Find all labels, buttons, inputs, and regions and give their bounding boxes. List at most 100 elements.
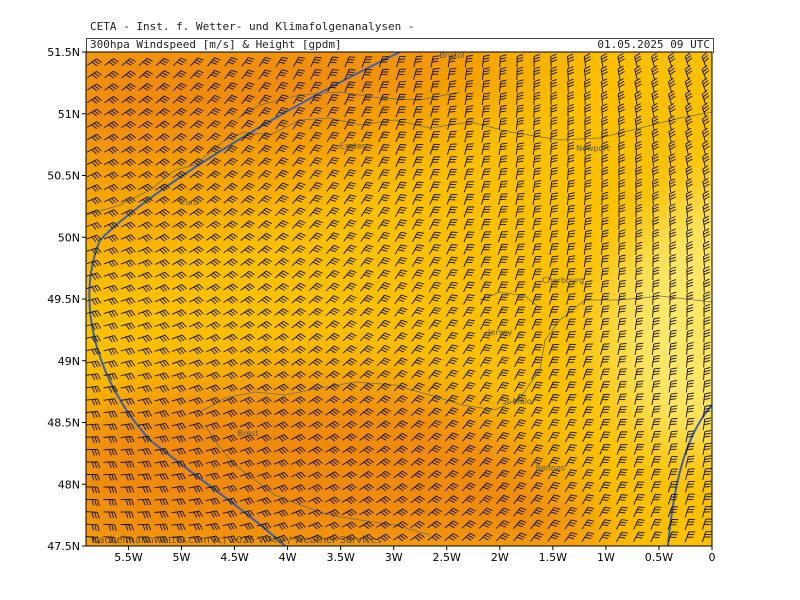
wind-barb — [684, 531, 696, 543]
wind-barb — [154, 233, 170, 242]
wind-barb — [258, 69, 272, 80]
lat-tick-label: 49.5N — [47, 293, 80, 306]
wind-barb — [565, 419, 577, 430]
wind-barb — [256, 535, 272, 543]
wind-barb — [206, 195, 221, 204]
wind-barb — [565, 318, 576, 330]
wind-barb — [343, 156, 357, 167]
wind-barb — [360, 244, 374, 255]
wind-barb — [310, 81, 322, 93]
wind-barb — [342, 332, 357, 342]
wind-barb — [171, 435, 187, 443]
wind-barb — [86, 247, 102, 255]
wind-barb — [497, 281, 509, 293]
wind-barb — [274, 283, 289, 291]
wind-barb — [413, 68, 423, 80]
wind-barb — [343, 181, 357, 192]
wind-barb — [427, 520, 442, 529]
wind-barb — [549, 255, 559, 268]
wind-barb — [155, 57, 170, 67]
wind-barb — [222, 535, 237, 543]
wind-barb — [378, 93, 390, 105]
wind-barb — [342, 433, 357, 442]
wind-barb — [429, 118, 440, 130]
wind-barb — [239, 384, 255, 392]
wind-barb — [480, 256, 492, 268]
wind-barb — [86, 184, 102, 192]
wind-barb — [702, 140, 710, 155]
wind-barb — [120, 246, 136, 255]
wind-barb — [668, 455, 678, 468]
wind-barb — [137, 234, 153, 242]
wind-barb — [464, 80, 474, 93]
wind-barb — [205, 535, 220, 543]
wind-barb — [685, 417, 695, 430]
wind-barb — [121, 121, 136, 129]
wind-barb — [341, 521, 357, 530]
wind-barb — [171, 321, 187, 330]
wind-barb — [189, 145, 204, 154]
place-label: Newport — [576, 144, 610, 153]
wind-barb — [601, 103, 608, 118]
wind-barb — [464, 118, 474, 130]
wind-barb — [394, 357, 408, 367]
wind-barb — [376, 344, 391, 354]
wind-barb — [634, 65, 642, 81]
wind-barb — [651, 65, 659, 80]
wind-barb — [273, 534, 289, 543]
wind-barb — [222, 346, 238, 355]
wind-barb — [668, 102, 676, 118]
wind-barb — [566, 217, 576, 230]
wind-barb — [686, 241, 693, 256]
wind-barb — [548, 394, 560, 405]
wind-barb — [412, 168, 424, 180]
wind-barb — [222, 497, 238, 506]
wind-barb — [359, 382, 374, 392]
wind-barb — [137, 460, 152, 468]
wind-barb — [257, 283, 272, 291]
wind-barb — [601, 204, 609, 218]
wind-barb — [205, 497, 221, 506]
wind-barb — [447, 118, 457, 130]
wind-barb — [309, 207, 323, 217]
wind-barb — [360, 206, 374, 217]
wind-barb — [241, 82, 255, 92]
wind-barb — [359, 496, 374, 504]
wind-barb — [189, 120, 204, 129]
wind-barb — [410, 495, 425, 504]
wind-barb — [567, 129, 575, 143]
wind-barb — [137, 435, 152, 443]
wind-barb — [480, 218, 492, 230]
wind-barb — [497, 293, 509, 305]
wind-barb — [461, 470, 476, 479]
wind-barb — [564, 506, 578, 517]
wind-barb — [240, 170, 255, 179]
wind-barb — [634, 393, 644, 405]
wind-barb — [292, 169, 306, 180]
wind-barb — [429, 193, 441, 205]
wind-barb — [274, 320, 289, 329]
wind-barb — [275, 157, 289, 167]
wind-barb — [463, 256, 475, 268]
place-label: Cherbourg — [542, 276, 584, 285]
wind-barb — [206, 246, 221, 254]
wind-barb — [205, 447, 221, 455]
wind-barb — [446, 256, 458, 268]
wind-barb — [120, 498, 135, 506]
wind-barb — [171, 498, 186, 506]
wind-barb — [393, 508, 408, 517]
latitude-axis: 47.5N 48N 48.5N 49N 49.5N 50N 50.5N 51N 51.5N — [47, 46, 86, 553]
wind-barb — [205, 359, 221, 367]
wind-barb — [479, 394, 493, 405]
wind-barb — [188, 397, 204, 405]
wind-barb — [496, 419, 510, 430]
wind-barb — [86, 423, 101, 431]
wind-barb — [652, 203, 660, 218]
wind-barb — [325, 345, 340, 354]
wind-barb — [668, 153, 676, 168]
wind-barb — [376, 370, 391, 379]
wind-barb — [327, 94, 339, 105]
wind-barb — [430, 55, 440, 68]
wind-barb — [481, 67, 490, 81]
wind-barb — [702, 215, 710, 230]
